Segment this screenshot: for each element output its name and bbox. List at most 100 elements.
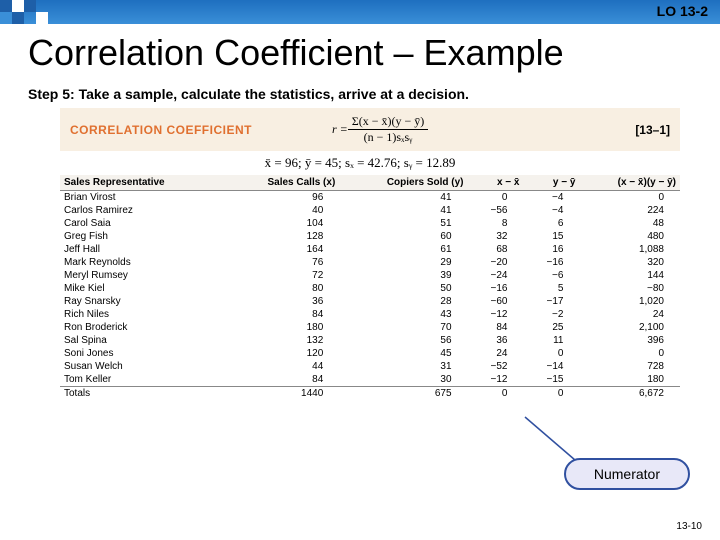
table-cell: 11 bbox=[523, 334, 579, 347]
rep-name: Meryl Rumsey bbox=[60, 269, 224, 282]
table-row: Carol Saia104518648 bbox=[60, 217, 680, 230]
totals-cell: Totals bbox=[60, 387, 224, 401]
formula-label: CORRELATION COEFFICIENT bbox=[70, 123, 252, 137]
totals-row: Totals1440675006,672 bbox=[60, 387, 680, 401]
table-cell: −15 bbox=[523, 373, 579, 387]
table-cell: 0 bbox=[468, 191, 524, 205]
stats-line: x̄ = 96; ȳ = 45; sₓ = 42.76; sᵧ = 12.89 bbox=[0, 155, 720, 171]
table-cell: 45 bbox=[339, 347, 467, 360]
table-cell: −12 bbox=[468, 308, 524, 321]
rep-name: Brian Virost bbox=[60, 191, 224, 205]
table-cell: 72 bbox=[224, 269, 339, 282]
rep-name: Ray Snarsky bbox=[60, 295, 224, 308]
header-bar: LO 13-2 bbox=[0, 0, 720, 24]
table-row: Ron Broderick1807084252,100 bbox=[60, 321, 680, 334]
table-cell: 120 bbox=[224, 347, 339, 360]
table-cell: 61 bbox=[339, 243, 467, 256]
pixel-deco bbox=[0, 0, 12, 12]
table-cell: 56 bbox=[339, 334, 467, 347]
table-cell: −17 bbox=[523, 295, 579, 308]
page-number: 13-10 bbox=[676, 521, 702, 532]
table-cell: 76 bbox=[224, 256, 339, 269]
table-cell: 48 bbox=[579, 217, 680, 230]
table-wrap: Sales RepresentativeSales Calls (x)Copie… bbox=[60, 175, 680, 400]
table-row: Ray Snarsky3628−60−171,020 bbox=[60, 295, 680, 308]
table-cell: 80 bbox=[224, 282, 339, 295]
table-cell: 68 bbox=[468, 243, 524, 256]
table-cell: 28 bbox=[339, 295, 467, 308]
table-header: Sales Representative bbox=[60, 175, 224, 191]
table-header: Copiers Sold (y) bbox=[339, 175, 467, 191]
totals-cell: 6,672 bbox=[579, 387, 680, 401]
rep-name: Tom Keller bbox=[60, 373, 224, 387]
table-cell: 5 bbox=[523, 282, 579, 295]
table-row: Rich Niles8443−12−224 bbox=[60, 308, 680, 321]
table-cell: 50 bbox=[339, 282, 467, 295]
table-cell: 144 bbox=[579, 269, 680, 282]
rep-name: Sal Spina bbox=[60, 334, 224, 347]
table-cell: 8 bbox=[468, 217, 524, 230]
table-cell: 36 bbox=[468, 334, 524, 347]
rep-name: Carol Saia bbox=[60, 217, 224, 230]
table-cell: 40 bbox=[224, 204, 339, 217]
table-cell: 396 bbox=[579, 334, 680, 347]
table-cell: 1,020 bbox=[579, 295, 680, 308]
table-row: Meryl Rumsey7239−24−6144 bbox=[60, 269, 680, 282]
rep-name: Carlos Ramirez bbox=[60, 204, 224, 217]
table-cell: 25 bbox=[523, 321, 579, 334]
table-cell: 41 bbox=[339, 204, 467, 217]
rep-name: Mike Kiel bbox=[60, 282, 224, 295]
table-cell: 36 bbox=[224, 295, 339, 308]
table-cell: 84 bbox=[468, 321, 524, 334]
table-cell: 180 bbox=[579, 373, 680, 387]
rep-name: Greg Fish bbox=[60, 230, 224, 243]
pixel-deco bbox=[24, 0, 36, 12]
table-cell: 132 bbox=[224, 334, 339, 347]
formula-denominator: (n − 1)sₓsᵧ bbox=[348, 130, 429, 145]
table-cell: 2,100 bbox=[579, 321, 680, 334]
table-cell: −16 bbox=[523, 256, 579, 269]
pixel-deco bbox=[12, 0, 24, 12]
table-cell: 128 bbox=[224, 230, 339, 243]
table-cell: 164 bbox=[224, 243, 339, 256]
table-body: Brian Virost96410−40Carlos Ramirez4041−5… bbox=[60, 191, 680, 401]
table-cell: 43 bbox=[339, 308, 467, 321]
table-cell: 84 bbox=[224, 308, 339, 321]
table-cell: 180 bbox=[224, 321, 339, 334]
table-cell: 728 bbox=[579, 360, 680, 373]
totals-cell: 0 bbox=[468, 387, 524, 401]
table-cell: 30 bbox=[339, 373, 467, 387]
table-header-row: Sales RepresentativeSales Calls (x)Copie… bbox=[60, 175, 680, 191]
table-cell: 16 bbox=[523, 243, 579, 256]
table-cell: −20 bbox=[468, 256, 524, 269]
rep-name: Ron Broderick bbox=[60, 321, 224, 334]
pixel-deco bbox=[36, 12, 48, 24]
table-row: Soni Jones120452400 bbox=[60, 347, 680, 360]
table-cell: −56 bbox=[468, 204, 524, 217]
table-header: x − x̄ bbox=[468, 175, 524, 191]
formula-r: r = bbox=[332, 122, 348, 137]
table-cell: 44 bbox=[224, 360, 339, 373]
table-cell: 0 bbox=[579, 347, 680, 360]
formula-numerator: Σ(x − x̄)(y − ȳ) bbox=[348, 114, 429, 130]
table-row: Carlos Ramirez4041−56−4224 bbox=[60, 204, 680, 217]
table-cell: 24 bbox=[579, 308, 680, 321]
table-cell: 60 bbox=[339, 230, 467, 243]
table-cell: 96 bbox=[224, 191, 339, 205]
formula-ref: [13–1] bbox=[635, 123, 670, 137]
table-cell: −52 bbox=[468, 360, 524, 373]
table-cell: 84 bbox=[224, 373, 339, 387]
rep-name: Jeff Hall bbox=[60, 243, 224, 256]
table-cell: −16 bbox=[468, 282, 524, 295]
table-row: Brian Virost96410−40 bbox=[60, 191, 680, 205]
table-cell: 24 bbox=[468, 347, 524, 360]
table-row: Susan Welch4431−52−14728 bbox=[60, 360, 680, 373]
table-cell: 0 bbox=[523, 347, 579, 360]
table-cell: −2 bbox=[523, 308, 579, 321]
pixel-deco bbox=[12, 12, 24, 24]
rep-name: Mark Reynolds bbox=[60, 256, 224, 269]
callout-line bbox=[520, 412, 580, 462]
table-cell: 51 bbox=[339, 217, 467, 230]
table-cell: −6 bbox=[523, 269, 579, 282]
table-header: (x − x̄)(y − ȳ) bbox=[579, 175, 680, 191]
